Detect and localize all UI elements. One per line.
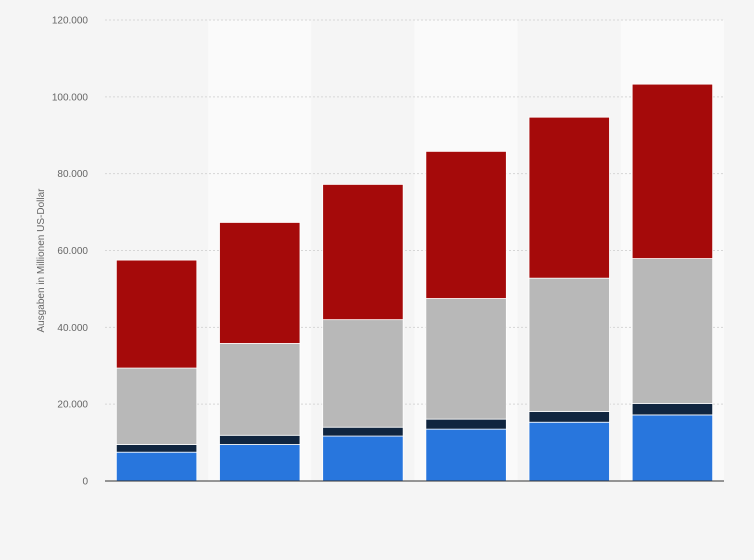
bar-segment-series-1[interactable] — [425, 428, 507, 482]
y-tick-label: 100.000 — [52, 92, 89, 103]
bar-segment-series-4[interactable] — [115, 259, 198, 369]
y-tick-label: 20.000 — [57, 400, 88, 411]
bar-segment-series-4[interactable] — [322, 184, 404, 321]
bar-segment-series-4[interactable] — [219, 222, 301, 344]
bar-segment-series-4[interactable] — [528, 116, 610, 279]
bar-segment-series-1[interactable] — [322, 435, 404, 482]
bar-segment-series-2[interactable] — [219, 434, 301, 445]
y-axis-title: Ausgaben in Millionen US-Dollar — [36, 188, 47, 333]
bar-segment-series-3[interactable] — [528, 277, 610, 412]
y-tick-label: 40.000 — [57, 323, 88, 334]
bar-segment-series-2[interactable] — [115, 444, 198, 453]
gridlines — [105, 19, 724, 405]
bar-segment-series-2[interactable] — [528, 411, 610, 423]
y-tick-label: 60.000 — [57, 246, 88, 257]
bar-segment-series-2[interactable] — [425, 418, 507, 430]
bar-segment-series-1[interactable] — [631, 414, 714, 482]
bar-segment-series-1[interactable] — [528, 421, 610, 482]
bar-segment-series-3[interactable] — [425, 298, 507, 420]
bar-segment-series-3[interactable] — [219, 343, 301, 436]
bars — [115, 83, 714, 482]
bar-segment-series-1[interactable] — [115, 451, 198, 482]
bar-segment-series-4[interactable] — [425, 150, 507, 299]
bar-segment-series-2[interactable] — [322, 426, 404, 437]
y-tick-label: 0 — [82, 477, 88, 488]
bar-segment-series-3[interactable] — [322, 319, 404, 428]
y-axis-ticks: 0 20.000 40.000 60.000 80.000 100.000 120.000 — [52, 16, 89, 488]
bar-segment-series-4[interactable] — [631, 83, 714, 259]
bar-segment-series-1[interactable] — [219, 444, 301, 482]
y-tick-label: 120.000 — [52, 16, 89, 27]
bar-segment-series-3[interactable] — [631, 258, 714, 404]
y-tick-label: 80.000 — [57, 169, 88, 180]
bar-segment-series-2[interactable] — [631, 402, 714, 416]
bar-segment-series-3[interactable] — [115, 367, 198, 445]
